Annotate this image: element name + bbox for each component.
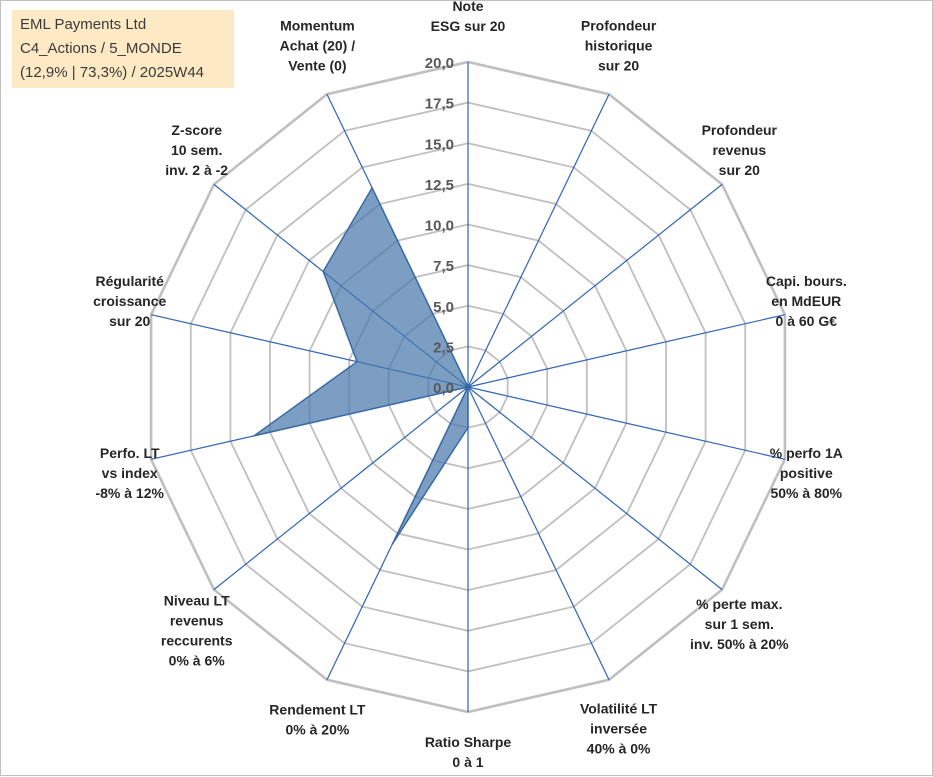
axis-label-line: 50% à 80% (770, 485, 842, 501)
info-box: EML Payments Ltd C4_Actions / 5_MONDE (1… (12, 10, 234, 88)
data-point (322, 270, 325, 273)
axis-label-line: 0% à 20% (285, 722, 349, 738)
axis-label-line: historique (585, 37, 653, 53)
axis-label-line: sur 20 (109, 313, 150, 329)
category-label: C4_Actions / 5_MONDE (20, 40, 182, 57)
axis-spoke (467, 93, 610, 388)
axis-label-line: ESG sur 20 (431, 18, 506, 34)
radial-tick-labels: 0,0 2,5 5,0 7,5 10,0 12,5 15,0 17,5 20,0 (425, 55, 454, 397)
axis-label: Profondeur historique sur 20 (581, 17, 657, 73)
axis-label: Momentum Achat (20) / Vente (0) (280, 17, 356, 73)
axis-label-line: revenus (170, 612, 224, 628)
axis-label: Capi. bours. en MdEUR 0 à 60 G€ (766, 273, 847, 329)
axis-label-line: inv. 2 à -2 (165, 162, 228, 178)
axis-label-line: Vente (0) (288, 57, 346, 73)
axis-label-line: 0 à 1 (452, 754, 483, 770)
axis-label-line: Niveau LT (164, 592, 230, 608)
axis-label-line: Rendement LT (269, 702, 366, 718)
axis-label-line: Momentum (280, 17, 355, 33)
data-point (391, 542, 394, 545)
axis-spoke (467, 183, 723, 388)
axis-label: Rendement LT 0% à 20% (269, 702, 366, 738)
axis-spoke (467, 314, 786, 388)
axis-label: Régularité croissance sur 20 (93, 273, 166, 329)
data-point (467, 386, 469, 388)
axis-label-line: vs index (102, 465, 158, 481)
stats-label: (12,9% | 73,3%) / 2025W44 (20, 64, 204, 81)
axis-label-line: Perfo. LT (100, 445, 160, 461)
data-point (253, 435, 255, 437)
axis-label-line: Profondeur (702, 122, 778, 138)
tick-label: 10,0 (425, 218, 454, 235)
axis-label-line: reccurents (161, 632, 233, 648)
tick-label: 0,0 (433, 380, 454, 397)
axis-label: Perfo. LT vs index -8% à 12% (95, 445, 164, 501)
axis-labels: Note ESG sur 20 Profondeur historique sur 20… (93, 1, 847, 770)
tick-label: 17,5 (425, 96, 454, 113)
axis-label-line: Capi. bours. (766, 273, 847, 289)
data-point (356, 360, 358, 363)
data-point (467, 426, 469, 429)
tick-label: 20,0 (425, 55, 454, 72)
axis-label: % perte max. sur 1 sem. inv. 50% à 20% (690, 596, 789, 652)
axis-label: % perfo 1A positive 50% à 80% (770, 445, 843, 501)
axis-label: Z-score 10 sem. inv. 2 à -2 (165, 122, 228, 178)
tick-label: 2,5 (433, 339, 454, 356)
axis-label-line: 0% à 6% (169, 652, 226, 668)
axis-label-line: en MdEUR (771, 293, 841, 309)
tick-label: 5,0 (433, 299, 454, 316)
axis-label: Volatilité LT inversée 40% à 0% (580, 701, 658, 757)
axis-label-line: Z-score (171, 122, 222, 138)
axis-label-line: sur 1 sem. (705, 616, 774, 632)
axis-label-line: croissance (93, 293, 166, 309)
axis-label-line: Volatilité LT (580, 701, 658, 717)
axis-label-line: positive (780, 465, 833, 481)
axis-label-line: % perfo 1A (770, 445, 843, 461)
company-name: EML Payments Ltd (20, 16, 147, 33)
axis-label-line: Note (452, 1, 483, 14)
axis-label-line: % perte max. (696, 596, 782, 612)
axis-label-line: 40% à 0% (587, 741, 651, 757)
axis-spoke (467, 386, 786, 460)
axis-label-line: Profondeur (581, 17, 657, 33)
axis-label-line: inv. 50% à 20% (690, 636, 789, 652)
axis-label-line: -8% à 12% (95, 485, 164, 501)
axis-spoke (213, 386, 469, 591)
data-point (371, 187, 373, 189)
axis-label-line: 10 sem. (171, 142, 222, 158)
axis-label-line: Achat (20) / (280, 37, 356, 53)
axis-label-line: revenus (712, 142, 766, 158)
axis-spoke (467, 386, 723, 591)
axis-label: Niveau LT revenus reccurents 0% à 6% (161, 592, 233, 668)
axis-label-line: inversée (590, 721, 647, 737)
axis-label-line: Ratio Sharpe (425, 734, 512, 750)
axis-label-line: sur 20 (598, 57, 639, 73)
axis-spoke (467, 386, 610, 681)
axis-label: Profondeur revenus sur 20 (702, 122, 778, 178)
axis-label-line: 0 à 60 G€ (776, 313, 838, 329)
series-layer (253, 187, 469, 545)
axis-label-line: sur 20 (719, 162, 760, 178)
tick-label: 12,5 (425, 177, 454, 194)
axis-label: Ratio Sharpe 0 à 1 (425, 734, 512, 770)
tick-label: 15,0 (425, 136, 454, 153)
axis-label: Note ESG sur 20 (431, 1, 506, 34)
tick-label: 7,5 (433, 258, 454, 275)
axis-label-line: Régularité (95, 273, 164, 289)
